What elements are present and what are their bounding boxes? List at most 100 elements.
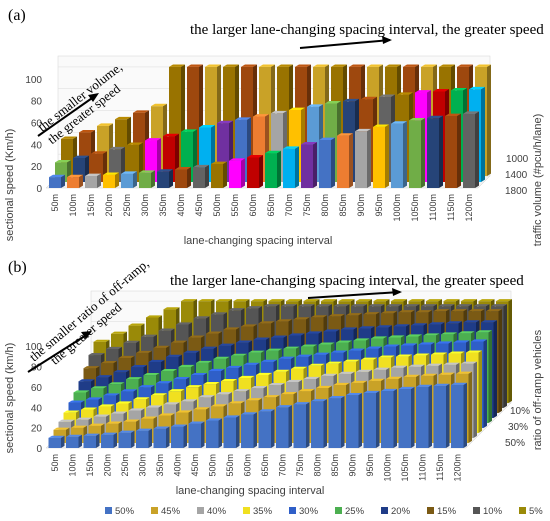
panel-b-ytick: 20 [31,424,43,435]
panel-a-ztick: 1800 [505,186,528,197]
panel-b-bar-top [201,346,217,349]
panel-a-bar-top [109,146,125,150]
panel-b-bar-side [393,388,397,448]
panel-b-bar-top [436,341,452,344]
panel-b-bar-top [303,299,320,302]
panel-b-bar-top [101,432,117,435]
panel-b-bar-top [443,299,460,302]
panel-a-bar-top [115,116,131,120]
panel-a-bar-top [217,120,233,124]
panel-b-bar-front [241,414,254,448]
legend-item-15%: 15% [427,506,457,517]
legend-item-30%: 30% [289,506,319,517]
panel-b-bar-top [93,339,110,342]
panel-b-bar-top [101,361,117,364]
panel-a-bar-top [403,64,419,67]
panel-b-bar-top [261,359,277,362]
panel-a-bar-top [415,90,431,93]
panel-b-bar-50%-150m [83,433,100,448]
panel-b-bar-top [293,317,310,320]
panel-a-bar-top [157,169,173,172]
panel-b-bar-top [156,381,172,384]
panel-a-bar-top [235,117,251,120]
panel-a-xtick: 550m [230,194,240,217]
panel-b-bar-top [298,304,315,307]
panel-b-bar-top [443,362,460,365]
panel-b-bar-top [311,399,327,402]
panel-b-bar-top [173,377,190,380]
panel-a-bar-1800-100m [67,174,83,188]
panel-b-bar-top [266,348,282,351]
panel-b-bar-50%-950m [363,390,380,448]
panel-a-bar-1800-300m [139,170,155,188]
panel-b-bar-top [211,312,227,315]
panel-b-bar-top [188,335,205,338]
panel-a-bar-side [487,64,491,176]
panel-b-bar-top [438,372,455,375]
panel-b-bar-top [241,412,257,415]
panel-b-bar-top [83,366,100,369]
panel-b-bar-top [136,350,152,353]
panel-b-bar-top [276,319,292,322]
panel-b-bar-top [376,325,392,328]
panel-b-bar-top [433,383,450,386]
panel-b-bar-top [248,350,265,353]
panel-b-bar-top [391,299,407,302]
panel-a-bar-top [391,121,407,124]
panel-b-bar-top [223,415,240,418]
panel-a-label: (a) [8,7,26,24]
panel-b-bar-top [473,304,490,307]
panel-b-ytick: 60 [31,383,43,394]
panel-b-bar-front [363,393,376,448]
panel-b-ytick: 40 [31,403,43,414]
legend-label: 40% [207,506,227,517]
panel-a-ztick: 1400 [505,170,528,181]
legend-swatch [381,507,388,514]
panel-a-bar-side [223,161,227,188]
panel-b-bar-side [148,428,152,448]
panel-b-bar-top [378,355,395,358]
panel-b-bar-top [193,316,210,319]
panel-b-bar-top [73,390,90,393]
panel-b-bar-side [488,330,492,423]
panel-b-bar-50%-800m [311,399,327,448]
panel-a-xtick: 200m [104,194,114,217]
panel-b-bar-top [218,343,235,346]
panel-b-bar-top [453,340,470,343]
panel-b-bar-top [461,361,477,364]
panel-b-bar-top [371,336,387,339]
panel-a-bar-top [169,64,185,67]
legend-label: 30% [299,506,319,517]
panel-b-bar-front [153,428,166,448]
panel-a-bar-side [457,113,461,188]
panel-a-bar-side [403,121,407,188]
panel-b-bar-front [188,423,201,448]
panel-b-bar-side [166,426,170,448]
panel-a-xtick: 1200m [464,194,474,222]
panel-b-bar-top [206,418,222,421]
panel-a-bar-side [331,137,335,188]
panel-b-bar-top [131,364,147,368]
panel-a-bar-1800-250m [121,171,137,188]
panel-b-bar-top [163,307,180,310]
panel-a-bar-top [325,101,341,104]
panel-b-bar-top [76,417,92,420]
panel-a-bar-side [187,167,191,188]
panel-a-bar-side [259,155,263,188]
panel-b-bar-top [293,402,310,405]
panel-b-bar-top [338,299,355,302]
panel-a-bar-front [427,118,439,188]
panel-b-bar-top [321,373,337,376]
panel-a-bar-side [439,115,443,188]
panel-b-bar-side [468,371,472,443]
panel-b-bar-top [188,421,205,424]
panel-a-bar-top [121,171,137,174]
panel-b-bar-top [373,367,390,370]
panel-b-bar-side [493,320,497,418]
panel-b-bar-front [311,401,324,448]
panel-b-bar-50%-450m [188,421,205,448]
panel-a-bar-front [229,160,241,188]
panel-b-xtick: 100m [67,454,77,477]
panel-b-bar-front [346,395,359,448]
panel-b-bar-top [181,299,197,302]
